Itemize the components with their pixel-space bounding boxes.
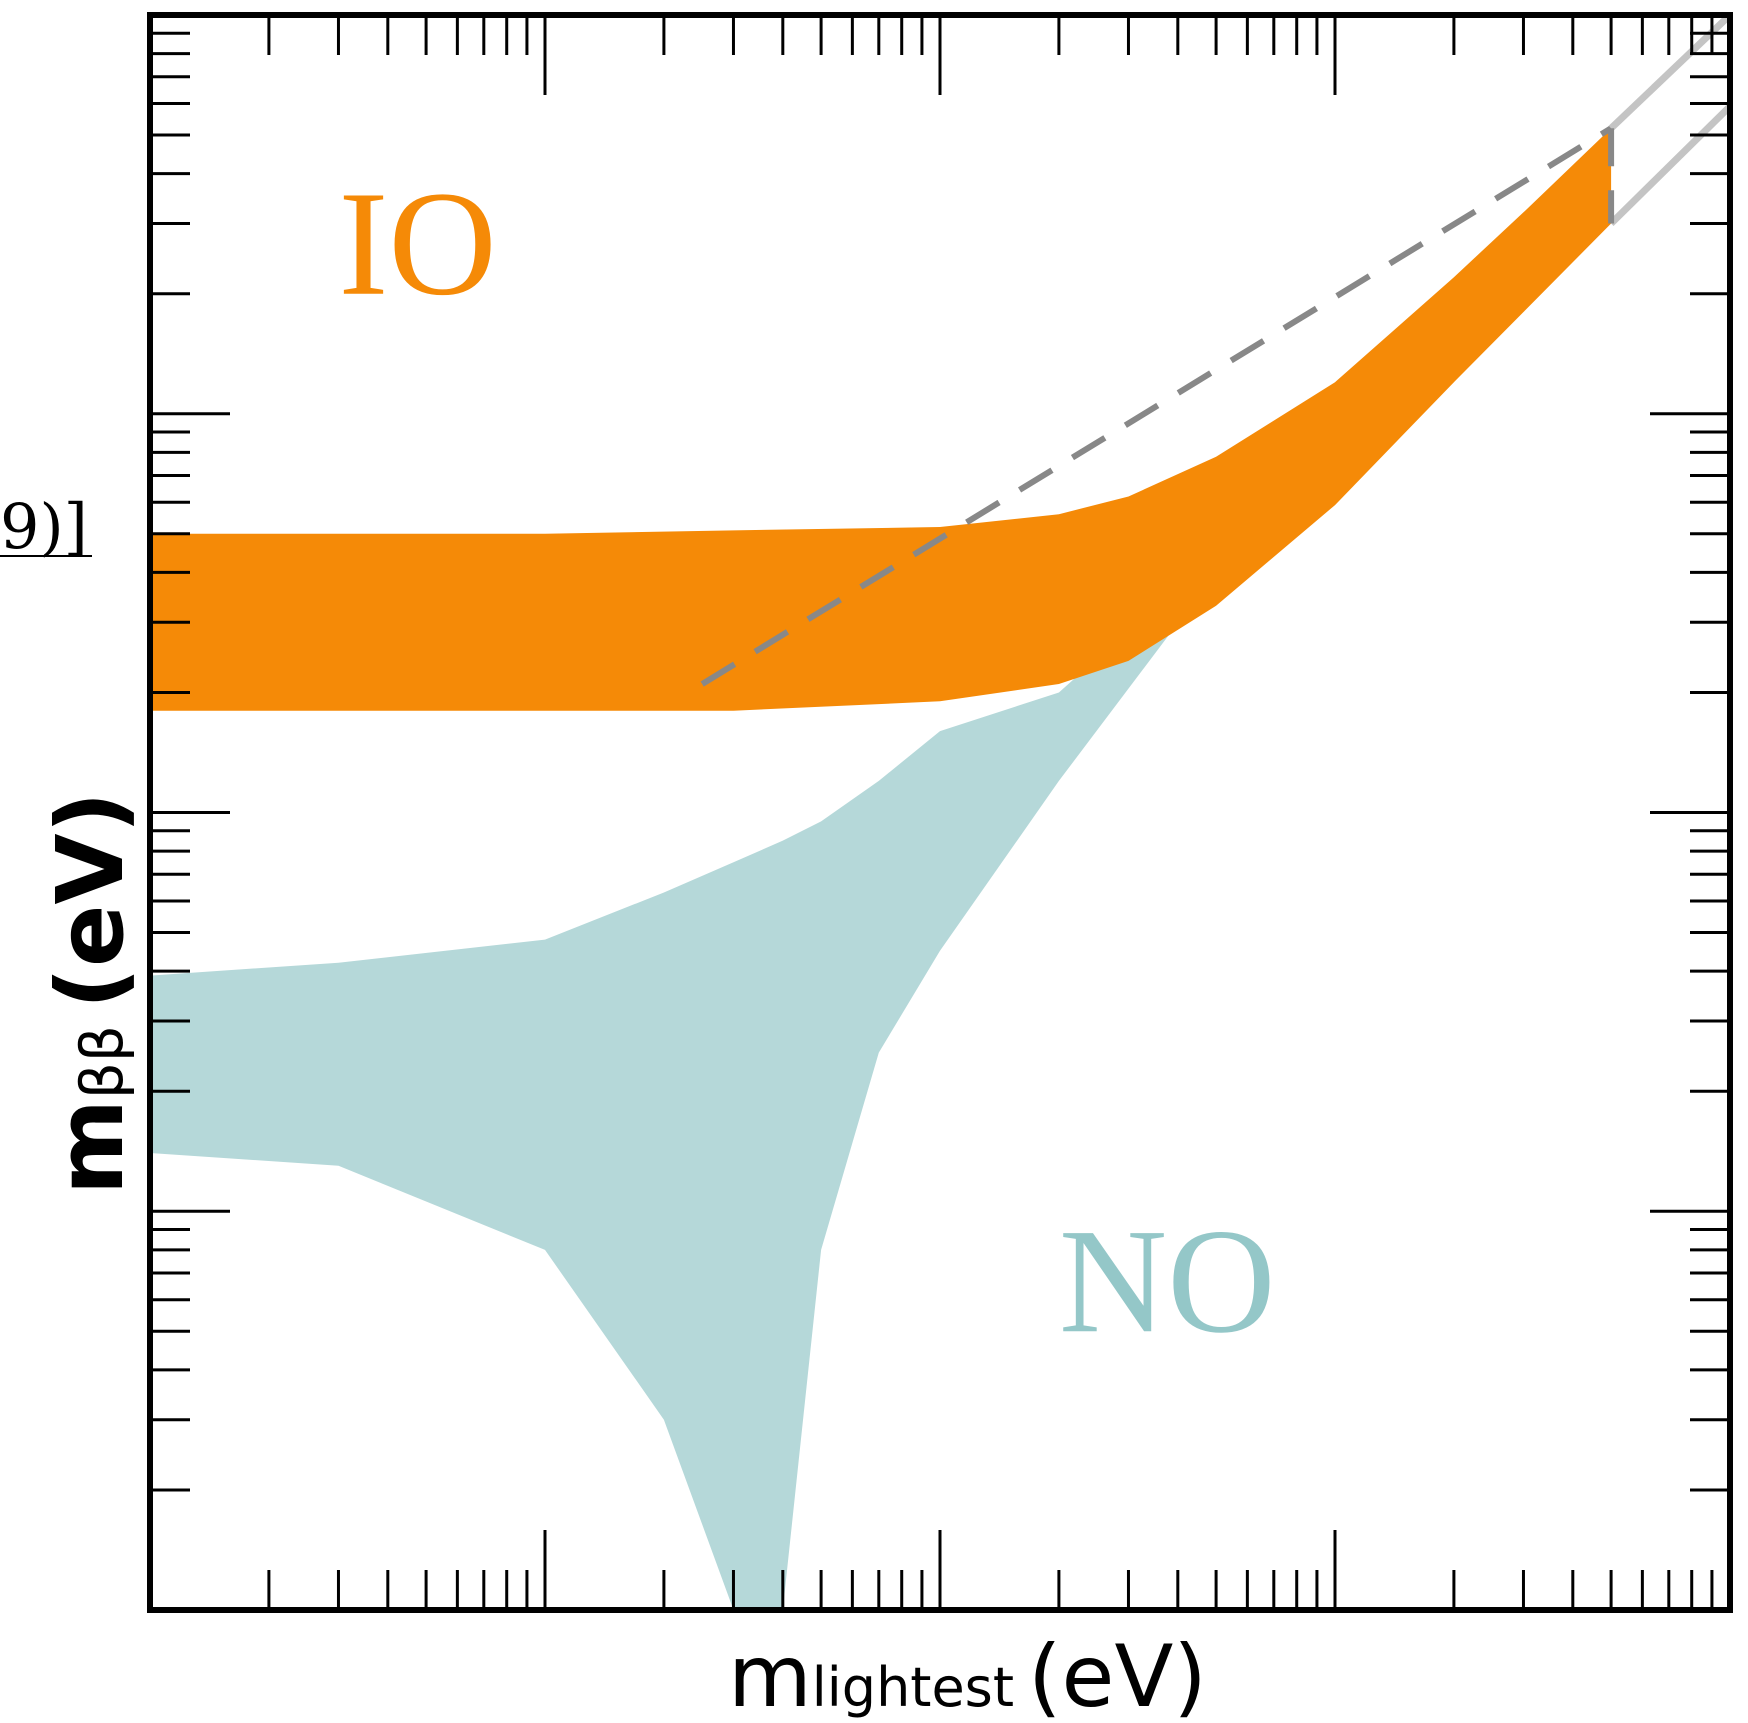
x-axis-label-unit: (eV) [1028,1627,1207,1723]
guide-line-1 [700,125,1613,687]
y-axis-label-sub: ββ [68,1025,136,1099]
axis-ticks [148,13,1732,1612]
x-axis-label-main: m [728,1627,812,1723]
edge-text-left: 9)] [0,490,88,563]
series-label-io: IO [338,161,496,327]
x-axis-label: mlightest (eV) [728,1627,1207,1723]
region-io [150,128,1612,711]
x-axis-label-sub: lightest [812,1656,1014,1719]
region-no [150,432,1335,1610]
series-label-no: NO [1059,1198,1276,1364]
y-axis-label-main: m [37,1099,144,1195]
y-axis-label: mββ (eV) [37,791,144,1195]
plot-regions [150,128,1612,1610]
y-axis-label-unit: (eV) [37,791,144,1009]
guide-line-3 [1608,103,1730,226]
